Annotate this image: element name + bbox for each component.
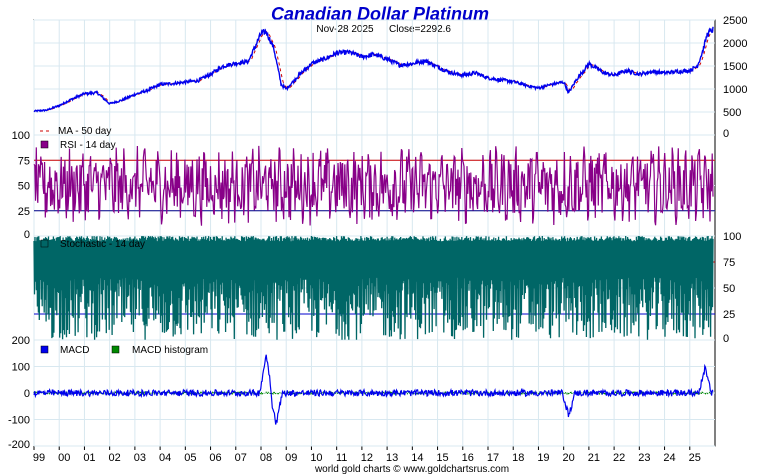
ma-50-line bbox=[33, 30, 714, 112]
macd-line bbox=[33, 354, 714, 425]
y-tick-label: 1000 bbox=[723, 84, 747, 96]
x-tick-label: 99 bbox=[33, 452, 45, 464]
stochastic-legend: Stochastic - 14 day bbox=[40, 239, 145, 250]
x-tick-label: 19 bbox=[537, 452, 549, 464]
y-tick-label: -200 bbox=[8, 439, 30, 451]
x-tick-label: 08 bbox=[260, 452, 272, 464]
macd-legend-swatch bbox=[40, 345, 49, 354]
y-tick-label: 0 bbox=[24, 229, 30, 241]
x-tick-label: 25 bbox=[689, 452, 701, 464]
y-tick-label: 0 bbox=[24, 388, 30, 400]
x-tick-label: 05 bbox=[184, 452, 196, 464]
y-tick-label: 75 bbox=[18, 155, 30, 167]
x-tick-label: 18 bbox=[512, 452, 524, 464]
subtitle-close: Close=2292.6 bbox=[389, 24, 451, 35]
x-tick-label: 10 bbox=[310, 452, 322, 464]
x-tick-label: 24 bbox=[663, 452, 675, 464]
rsi-line bbox=[33, 145, 714, 226]
x-tick-label: 13 bbox=[386, 452, 398, 464]
panel-frames bbox=[33, 19, 716, 447]
y-tick-label: 0 bbox=[723, 333, 729, 345]
x-tick-label: 04 bbox=[159, 452, 171, 464]
histogram-legend-swatch bbox=[111, 345, 120, 354]
price-legend: MA - 50 day bbox=[40, 126, 111, 137]
y-tick-label: 1500 bbox=[723, 61, 747, 73]
histogram-legend-label: MACD histogram bbox=[132, 345, 208, 356]
x-tick-label: 11 bbox=[336, 452, 347, 464]
y-tick-label: 200 bbox=[12, 335, 30, 347]
x-tick-label: 17 bbox=[487, 452, 499, 464]
y-tick-label: 2000 bbox=[723, 38, 747, 50]
price-line bbox=[33, 26, 714, 113]
y-tick-label: 100 bbox=[12, 130, 30, 142]
y-tick-label: 50 bbox=[723, 283, 735, 295]
y-tick-label: -100 bbox=[8, 415, 30, 427]
macd-legend: MACD MACD histogram bbox=[40, 345, 208, 356]
y-tick-label: 0 bbox=[723, 128, 729, 140]
x-tick-label: 20 bbox=[563, 452, 575, 464]
x-tick-label: 03 bbox=[134, 452, 146, 464]
x-tick-label: 01 bbox=[83, 452, 95, 464]
subtitle-date: Nov-28 2025 bbox=[316, 24, 374, 35]
gridlines bbox=[33, 19, 715, 450]
x-tick-label: 00 bbox=[58, 452, 70, 464]
tick-labels: 99 00 01 02 03 04 05 06 07 08 09 10 11 12 13 14 15 16 17 18… bbox=[8, 15, 748, 464]
macd-legend-label: MACD bbox=[60, 345, 89, 356]
ma-legend-label: MA - 50 day bbox=[58, 126, 111, 137]
y-tick-label: 500 bbox=[723, 107, 741, 119]
x-tick-label: 21 bbox=[588, 452, 600, 464]
y-tick-label: 50 bbox=[18, 181, 30, 193]
y-tick-label: 100 bbox=[723, 231, 741, 243]
y-tick-label: 25 bbox=[18, 206, 30, 218]
x-tick-label: 06 bbox=[209, 452, 221, 464]
x-tick-label: 14 bbox=[411, 452, 423, 464]
stochastic-legend-swatch bbox=[40, 239, 49, 248]
y-tick-label: 75 bbox=[723, 257, 735, 269]
panel-frame bbox=[33, 19, 716, 136]
x-tick-label: 12 bbox=[361, 452, 373, 464]
x-tick-label: 16 bbox=[462, 452, 474, 464]
x-tick-label: 02 bbox=[109, 452, 121, 464]
stochastic-line bbox=[33, 235, 714, 340]
x-tick-label: 07 bbox=[235, 452, 247, 464]
x-tick-label: 23 bbox=[638, 452, 650, 464]
series-layer bbox=[33, 26, 714, 425]
x-tick-label: 22 bbox=[613, 452, 625, 464]
y-tick-label: 25 bbox=[723, 309, 735, 321]
chart-title: Canadian Dollar Platinum bbox=[271, 4, 489, 24]
stochastic-legend-label: Stochastic - 14 day bbox=[60, 239, 145, 250]
y-tick-label: 100 bbox=[12, 362, 30, 374]
footer-credit: world gold charts © www.goldchartsrus.co… bbox=[314, 464, 509, 475]
x-tick-label: 15 bbox=[436, 452, 448, 464]
rsi-legend-swatch bbox=[40, 140, 49, 149]
rsi-legend-label: RSI - 14 day bbox=[60, 140, 116, 151]
x-tick-label: 09 bbox=[285, 452, 297, 464]
y-tick-label: 2500 bbox=[723, 15, 747, 27]
rsi-legend: RSI - 14 day bbox=[40, 140, 116, 151]
